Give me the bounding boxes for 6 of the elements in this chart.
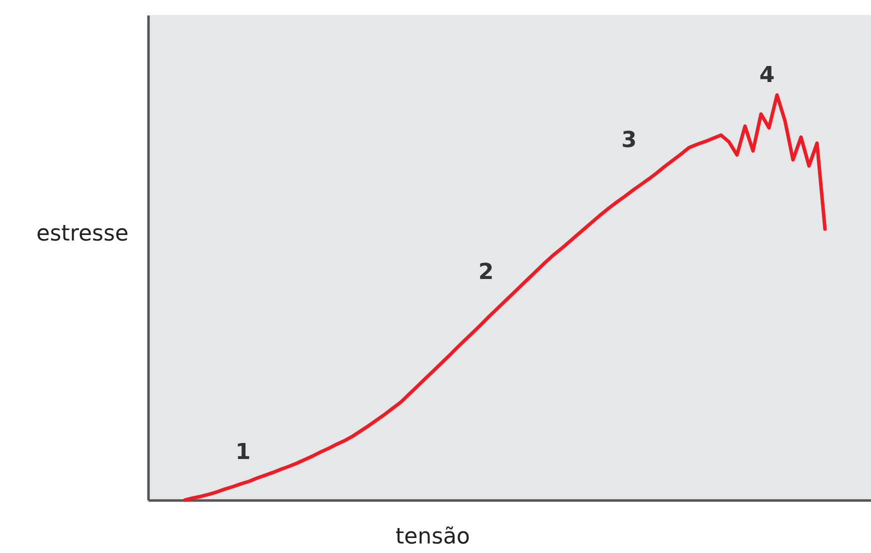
annotation: 3	[621, 128, 637, 153]
y-axis-title: estresse	[36, 222, 128, 246]
annotation: 2	[478, 260, 494, 285]
text: 4	[759, 63, 775, 88]
annotation: 1	[235, 440, 251, 465]
x-axis-title: tensão	[396, 524, 470, 550]
